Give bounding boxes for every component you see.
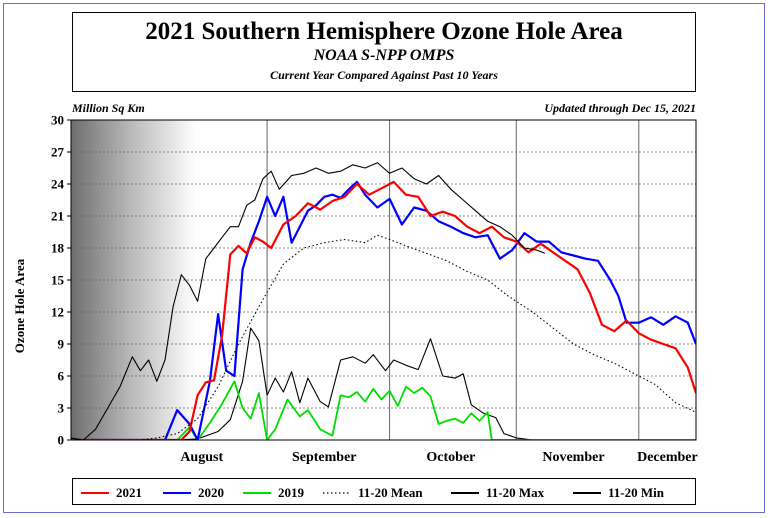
series-line-2019 — [71, 380, 696, 440]
legend-label-2019: 2019 — [278, 485, 305, 500]
series-line-11-20-mean — [71, 234, 696, 440]
chart-caption: Current Year Compared Against Past 10 Ye… — [270, 68, 498, 82]
y-unit-label: Million Sq Km — [72, 101, 145, 115]
x-tick-label-august: August — [180, 450, 223, 465]
series-line-2021 — [71, 180, 696, 440]
x-tick-label-november: November — [542, 450, 604, 465]
y-tick-label: 9 — [58, 337, 65, 352]
legend-label-2020: 2020 — [198, 485, 224, 500]
x-tick-label-december: December — [637, 450, 698, 465]
series-line-11-20-max — [71, 162, 546, 440]
legend-label-11-20-min: 11-20 Min — [608, 485, 665, 500]
y-tick-label: 12 — [51, 305, 64, 320]
chart-frame — [3, 3, 765, 513]
grid — [71, 120, 696, 440]
x-ticks: August September October November December — [180, 450, 697, 465]
legend-label-2021: 2021 — [116, 485, 142, 500]
legend-items: 2021 2020 2019 11-20 Mean 11-20 Max 11-20 Min — [81, 485, 665, 500]
updated-label: Updated through Dec 15, 2021 — [544, 101, 696, 115]
y-tick-label: 0 — [58, 433, 65, 448]
y-tick-label: 27 — [51, 145, 65, 160]
x-tick-label-october: October — [426, 450, 475, 465]
y-tick-label: 15 — [51, 273, 65, 288]
chart-title: 2021 Southern Hemisphere Ozone Hole Area — [145, 18, 623, 45]
legend: 2021 2020 2019 11-20 Mean 11-20 Max 11-20 Min — [72, 478, 696, 505]
x-tick-label-september: September — [292, 450, 357, 465]
y-tick-label: 3 — [58, 401, 65, 416]
title-box: 2021 Southern Hemisphere Ozone Hole Area… — [72, 12, 696, 92]
y-ticks: 0 3 6 9 12 15 18 21 24 27 30 — [51, 113, 71, 448]
series-line-11-20-min — [71, 327, 696, 440]
series-line-2020 — [71, 180, 696, 440]
legend-label-11-20-max: 11-20 Max — [486, 485, 545, 500]
y-tick-label: 24 — [51, 177, 65, 192]
y-tick-label: 6 — [58, 369, 65, 384]
y-tick-label: 21 — [51, 209, 64, 224]
legend-label-11-20-mean: 11-20 Mean — [358, 485, 423, 500]
polar-night-shading — [71, 120, 196, 440]
y-tick-label: 18 — [51, 241, 65, 256]
chart-subtitle: NOAA S-NPP OMPS — [313, 47, 455, 64]
series-group — [71, 162, 696, 440]
y-tick-label: 30 — [51, 113, 64, 128]
